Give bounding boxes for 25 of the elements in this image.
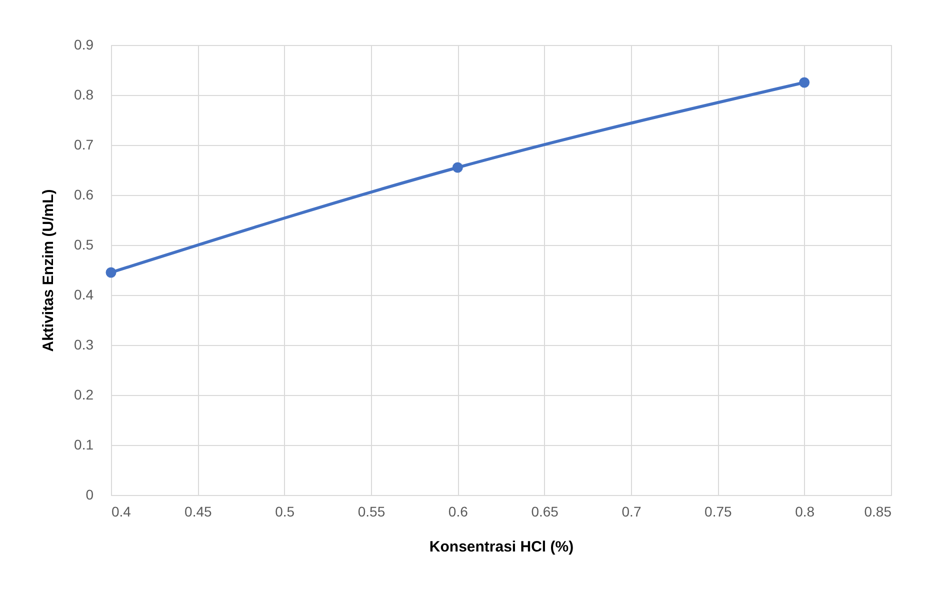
x-tick-label: 0.7	[622, 504, 642, 520]
x-tick-label: 0.4	[112, 504, 132, 520]
x-tick-label: 0.75	[704, 504, 732, 520]
y-tick-label: 0.7	[74, 136, 94, 152]
x-tick-label: 0.45	[184, 504, 212, 520]
x-tick-label: 0.8	[795, 504, 815, 520]
y-tick-label: 0.5	[74, 236, 94, 252]
y-tick-label: 0.1	[74, 436, 94, 452]
y-tick-label: 0.9	[74, 36, 94, 52]
y-tick-label: 0.2	[74, 386, 94, 402]
y-tick-label: 0.6	[74, 186, 94, 202]
x-tick-label: 0.6	[448, 504, 468, 520]
x-tick-label: 0.85	[864, 504, 892, 520]
x-axis-title: Konsentrasi HCl (%)	[429, 538, 574, 556]
y-axis-title: Aktivitas Enzim (U/mL)	[40, 189, 58, 352]
point	[799, 77, 810, 88]
y-tick-label: 0.8	[74, 86, 94, 102]
point	[452, 162, 463, 173]
x-tick-label: 0.55	[358, 504, 386, 520]
y-tick-label: 0.3	[74, 336, 94, 352]
x-tick-label: 0.5	[275, 504, 295, 520]
point	[106, 267, 116, 278]
y-tick-label: 0	[86, 486, 94, 502]
x-tick-label: 0.65	[531, 504, 559, 520]
y-tick-label: 0.4	[74, 286, 94, 302]
